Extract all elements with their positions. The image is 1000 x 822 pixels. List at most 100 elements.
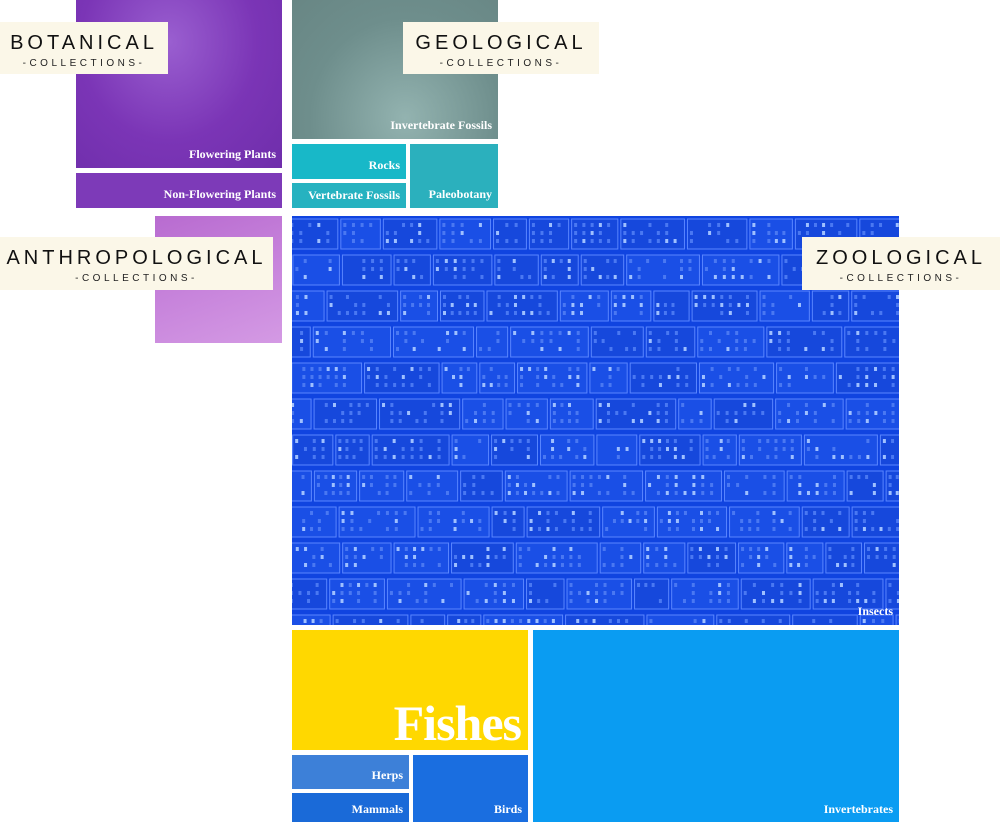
- group-label-botanical: BOTANICAL -COLLECTIONS-: [0, 22, 168, 74]
- insect-drawer: [811, 290, 850, 322]
- insect-drawer: [759, 290, 810, 322]
- insect-drawer: [432, 254, 493, 286]
- tile-label: Mammals: [351, 802, 403, 816]
- insect-drawer: [776, 362, 834, 394]
- insect-drawer: [803, 434, 878, 466]
- insect-drawer: [400, 290, 439, 322]
- insect-drawer: [569, 470, 644, 502]
- insect-drawer: [441, 362, 478, 394]
- insect-drawer: [845, 398, 899, 430]
- insect-drawer: [476, 326, 509, 358]
- insect-drawer: [341, 254, 392, 286]
- insect-drawer: [440, 290, 485, 322]
- insect-drawer: [329, 578, 385, 610]
- tile-invertebrates: Invertebrates: [533, 630, 899, 822]
- insect-drawer: [510, 326, 589, 358]
- insect-drawer: [723, 470, 785, 502]
- insect-drawer: [292, 470, 312, 502]
- insect-drawer: [580, 254, 625, 286]
- insect-drawer: [801, 506, 850, 538]
- insect-drawer: [565, 614, 645, 625]
- insect-drawer: [439, 218, 492, 250]
- insect-drawer: [342, 542, 392, 574]
- insect-drawer: [313, 470, 358, 502]
- insect-drawer: [786, 470, 845, 502]
- insect-drawer: [491, 434, 538, 466]
- tile-rocks: Rocks: [292, 144, 406, 179]
- group-subtitle: -COLLECTIONS-: [839, 273, 963, 284]
- insect-drawer: [702, 434, 737, 466]
- insect-drawer: [417, 506, 490, 538]
- insect-drawer: [646, 614, 715, 625]
- insect-drawer: [486, 290, 558, 322]
- insect-drawer: [686, 218, 748, 250]
- insect-drawer: [451, 542, 514, 574]
- tile-non-flowering-plants: Non-Flowering Plants: [76, 173, 282, 208]
- group-title: GEOLOGICAL: [415, 32, 587, 54]
- insect-drawer: [825, 542, 863, 574]
- insect-drawer: [786, 542, 824, 574]
- insect-drawer: [292, 362, 363, 394]
- insect-drawer: [460, 470, 503, 502]
- tile-fishes: Fishes: [292, 630, 528, 750]
- insect-drawer: [645, 470, 722, 502]
- insect-drawer: [504, 470, 568, 502]
- insect-drawer: [716, 614, 791, 625]
- insect-drawer: [359, 470, 405, 502]
- insect-drawer: [626, 254, 700, 286]
- insect-drawer: [505, 398, 548, 430]
- tile-label: Fishes: [393, 695, 522, 751]
- insect-drawer: [292, 290, 325, 322]
- insect-drawer: [528, 218, 570, 250]
- insect-drawer: [292, 614, 331, 625]
- insect-drawer: [494, 254, 539, 286]
- insect-drawer: [645, 326, 696, 358]
- insect-drawer: [602, 506, 655, 538]
- insect-drawer: [479, 362, 516, 394]
- group-title: ANTHROPOLOGICAL: [6, 247, 267, 269]
- insect-drawer: [462, 398, 504, 430]
- insect-drawer: [292, 254, 340, 286]
- insect-drawer: [851, 290, 899, 322]
- insect-drawer: [812, 578, 884, 610]
- insect-drawer: [678, 398, 712, 430]
- insect-drawer: [571, 218, 619, 250]
- insect-drawer: [526, 578, 565, 610]
- insect-drawer: [844, 326, 899, 358]
- insect-drawer: [792, 614, 858, 625]
- insect-drawer: [885, 470, 899, 502]
- insect-drawer: [379, 398, 461, 430]
- insect-drawer: [697, 326, 765, 358]
- group-title: BOTANICAL: [10, 32, 158, 54]
- insect-drawer: [493, 218, 527, 250]
- insect-drawer: [846, 470, 884, 502]
- insect-drawer: [410, 614, 446, 625]
- insect-drawer: [393, 542, 450, 574]
- insect-drawer: [629, 362, 697, 394]
- insect-drawer: [526, 506, 601, 538]
- insect-drawer: [766, 326, 843, 358]
- insect-drawer: [885, 578, 899, 610]
- tile-label: Non-Flowering Plants: [163, 187, 276, 201]
- insect-drawer: [566, 578, 633, 610]
- insect-drawer: [698, 362, 775, 394]
- insect-drawer: [610, 290, 652, 322]
- tile-herps: Herps: [292, 755, 409, 789]
- insect-drawer: [292, 506, 337, 538]
- insect-drawer: [775, 398, 844, 430]
- insect-drawer: [749, 218, 793, 250]
- insect-drawer: [738, 542, 785, 574]
- group-label-geological: GEOLOGICAL -COLLECTIONS-: [403, 22, 599, 74]
- insect-drawer: [639, 434, 701, 466]
- insect-drawer: [292, 434, 334, 466]
- tile-label: Rocks: [368, 158, 400, 172]
- insect-drawer: [371, 434, 450, 466]
- insect-drawer: [859, 614, 894, 625]
- insect-drawer: [292, 578, 328, 610]
- insect-drawer: [596, 434, 638, 466]
- insect-drawer: [713, 398, 774, 430]
- insect-drawer: [332, 614, 409, 625]
- insect-drawer: [879, 434, 899, 466]
- insect-drawer: [539, 434, 595, 466]
- insect-drawer: [326, 290, 399, 322]
